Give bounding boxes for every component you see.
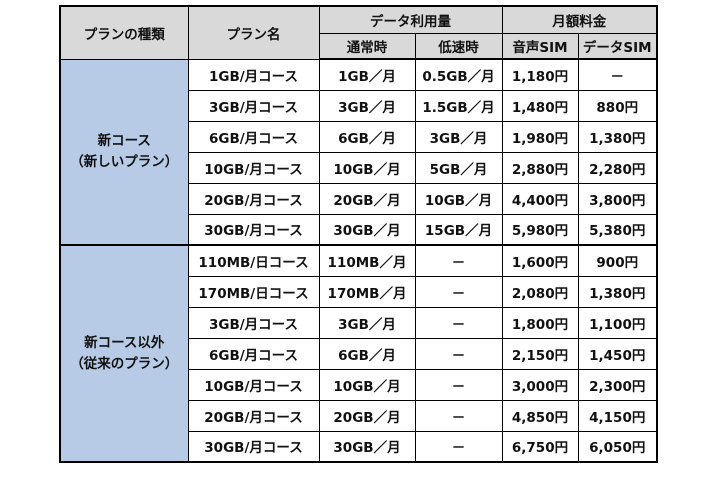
plan-name-cell: 6GB/月コース [187,337,320,370]
data-sim-fee-cell: － [577,58,658,91]
plan-name-cell: 20GB/月コース [187,399,320,432]
voice-sim-fee-cell: 1,180円 [501,58,579,91]
data-sim-fee-cell: 1,380円 [577,275,658,308]
plan-name-cell: 10GB/月コース [187,151,320,184]
normal-usage-cell: 1GB／月 [318,58,416,91]
low-speed-usage-cell: － [414,244,503,277]
voice-sim-fee-cell: 1,600円 [501,244,579,277]
low-speed-usage-cell: － [414,275,503,308]
table-row: 10GB/月コース 10GB／月 5GB／月 2,880円 2,280円 [60,151,658,184]
table-row: 20GB/月コース 20GB／月－ 4,850円 4,150円 [60,399,658,432]
normal-usage-cell: 6GB／月 [318,120,416,153]
low-speed-usage-cell: － [414,430,503,463]
plan-name-cell: 20GB/月コース [187,182,320,215]
plan-type-sublabel: （従来のプラン） [70,355,179,372]
table-row: 新コース （新しいプラン） 1GB/月コース 1GB／月 0.5GB／月 1,180円－ [59,58,658,246]
normal-usage-cell: 20GB／月 [318,399,416,432]
voice-sim-fee-cell: 2,150円 [501,337,579,370]
voice-sim-fee-cell: 4,400円 [501,182,579,215]
table-row: 20GB/月コース 20GB／月 10GB／月 4,400円 3,800円 [60,182,658,215]
data-sim-fee-cell: 1,100円 [577,306,658,339]
table-row: 10GB/月コース 10GB／月－ 3,000円 2,300円 [60,368,658,401]
low-speed-usage-cell: 1.5GB／月 [414,89,503,122]
normal-usage-cell: 110MB／月 [318,244,416,277]
normal-usage-cell: 30GB／月 [318,430,416,463]
voice-sim-fee-cell: 3,000円 [501,368,579,401]
voice-sim-fee-cell: 4,850円 [501,399,579,432]
normal-usage-cell: 3GB／月 [318,306,416,339]
low-speed-usage-cell: － [414,399,503,432]
voice-sim-fee-cell: 1,480円 [501,89,579,122]
voice-sim-fee-cell: 5,980円 [501,213,579,246]
header-voice-sim: 音声SIM [501,32,579,60]
voice-sim-fee-cell: 2,080円 [501,275,579,308]
data-sim-fee-cell: 4,150円 [577,399,658,432]
voice-sim-fee-cell: 1,800円 [501,306,579,339]
low-speed-usage-cell: － [414,306,503,339]
low-speed-usage-cell: 3GB／月 [414,120,503,153]
normal-usage-cell: 10GB／月 [318,368,416,401]
plan-name-cell: 170MB/日コース [187,275,320,308]
plan-name-cell: 30GB/月コース [187,430,320,463]
plan-price-table: プランの種類 プラン名 データ利用量 月額料金 通常時 低速時 音声SIM デー… [59,5,658,463]
normal-usage-cell: 10GB／月 [318,151,416,184]
normal-usage-cell: 6GB／月 [318,337,416,370]
plan-type-label: 新コース [97,132,151,149]
low-speed-usage-cell: － [414,337,503,370]
table-row: 3GB/月コース 3GB／月 1.5GB／月 1,480円 880円 [60,89,658,122]
table-row: 6GB/月コース 6GB／月 3GB／月 1,980円 1,380円 [60,120,658,153]
data-sim-fee-cell: 3,800円 [577,182,658,215]
voice-sim-fee-cell: 1,980円 [501,120,579,153]
plan-type-cell: 新コース （新しいプラン） [59,58,189,246]
data-sim-fee-cell: 900円 [577,244,658,277]
plan-name-cell: 3GB/月コース [187,306,320,339]
header-data-sim: データSIM [577,32,658,60]
data-sim-fee-cell: 5,380円 [577,213,658,246]
table-row: 30GB/月コース 30GB／月－ 6,750円 6,050円 [60,430,658,463]
data-sim-fee-cell: 1,380円 [577,120,658,153]
normal-usage-cell: 3GB／月 [318,89,416,122]
normal-usage-cell: 170MB／月 [318,275,416,308]
header-plan-type: プランの種類 [59,5,189,60]
plan-name-cell: 3GB/月コース [187,89,320,122]
header-low-speed: 低速時 [414,32,503,60]
table-row: 新コース以外 （従来のプラン） 110MB/日コース 110MB／月－ 1,600円 90… [59,244,658,463]
header-normal: 通常時 [318,32,416,60]
normal-usage-cell: 20GB／月 [318,182,416,215]
table-row: 30GB/月コース 30GB／月 15GB／月 5,980円 5,380円 [60,213,658,246]
plan-type-cell: 新コース以外 （従来のプラン） [59,244,189,463]
plan-name-cell: 6GB/月コース [187,120,320,153]
normal-usage-cell: 30GB／月 [318,213,416,246]
low-speed-usage-cell: 5GB／月 [414,151,503,184]
low-speed-usage-cell: 15GB／月 [414,213,503,246]
plan-name-cell: 1GB/月コース [187,58,320,91]
voice-sim-fee-cell: 2,880円 [501,151,579,184]
plan-type-sublabel: （新しいプラン） [70,153,179,170]
plan-name-cell: 10GB/月コース [187,368,320,401]
plan-type-label: 新コース以外 [84,334,165,351]
plan-name-cell: 110MB/日コース [187,244,320,277]
data-sim-fee-cell: 2,280円 [577,151,658,184]
data-sim-fee-cell: 1,450円 [577,337,658,370]
header-plan-name: プラン名 [187,5,320,60]
low-speed-usage-cell: － [414,368,503,401]
voice-sim-fee-cell: 6,750円 [501,430,579,463]
plan-name-cell: 30GB/月コース [187,213,320,246]
low-speed-usage-cell: 10GB／月 [414,182,503,215]
data-sim-fee-cell: 2,300円 [577,368,658,401]
data-sim-fee-cell: 880円 [577,89,658,122]
header-monthly-fee: 月額料金 [501,5,658,34]
table-row: 170MB/日コース 170MB／月－ 2,080円 1,380円 [60,275,658,308]
low-speed-usage-cell: 0.5GB／月 [414,58,503,91]
data-sim-fee-cell: 6,050円 [577,430,658,463]
header-data-usage: データ利用量 [318,5,503,34]
